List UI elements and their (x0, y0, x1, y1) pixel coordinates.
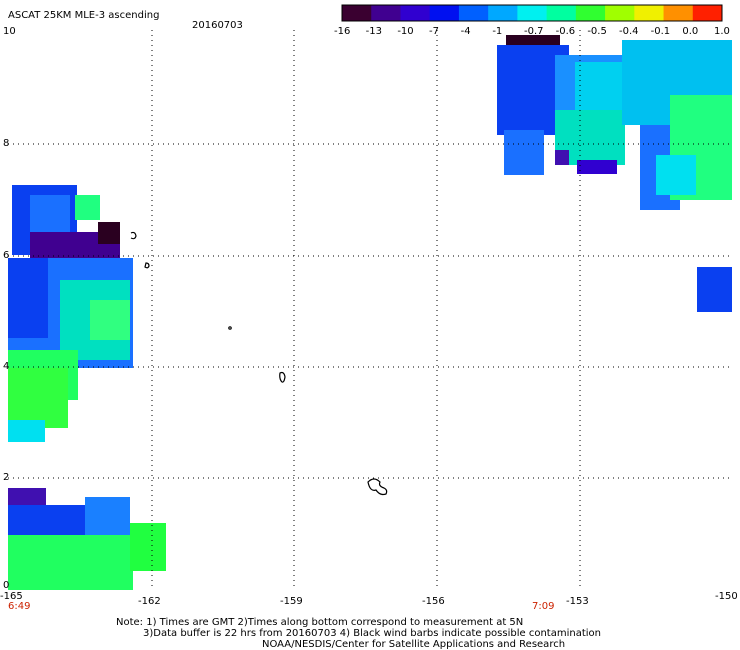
note-line-2: 3)Data buffer is 22 hrs from 20160703 4)… (143, 628, 601, 639)
x-tick-m162: -162 (138, 596, 161, 607)
x-tick-m156: -156 (422, 596, 445, 607)
colorbar-tick-label: -7 (429, 26, 439, 37)
colorbar-swatch (634, 5, 665, 21)
colorbar-swatch (546, 5, 577, 21)
y-tick-6: 6 (3, 250, 10, 261)
colorbar-swatch (692, 5, 723, 21)
map-date: 20160703 (192, 20, 243, 31)
colorbar-tick-label: -0.6 (555, 26, 576, 37)
x-tick-m153: -153 (566, 596, 589, 607)
time-left: 6:49 (8, 601, 31, 612)
colorbar-tick-label: -16 (334, 26, 351, 37)
colorbar-tick-label: -0.4 (619, 26, 639, 37)
colorbar-swatch (517, 5, 548, 21)
x-tick-m159: -159 (280, 596, 303, 607)
x-tick-m165: -165 (0, 591, 23, 602)
colorbar-tick-label: -0.5 (587, 26, 607, 37)
colorbar-tick-label: -0.7 (524, 26, 544, 37)
colorbar-swatch (400, 5, 431, 21)
y-tick-4: 4 (3, 361, 10, 372)
colorbar-swatch (342, 5, 372, 21)
colorbar-swatch (488, 5, 518, 21)
colorbar-swatch (371, 5, 401, 21)
note-line-3: NOAA/NESDIS/Center for Satellite Applica… (262, 639, 566, 650)
colorbar-frame (341, 4, 723, 22)
y-tick-10: 10 (3, 26, 16, 37)
colorbar-swatch (458, 5, 489, 21)
wind-swath-right (497, 35, 732, 312)
island-outlines (130, 231, 388, 496)
colorbar (341, 4, 723, 22)
wind-swath-left (8, 185, 166, 590)
note-line-1: Note: 1) Times are GMT 2)Times along bot… (116, 617, 524, 628)
colorbar-tick-label: -10 (397, 26, 414, 37)
colorbar-tick-label: 0.0 (682, 26, 699, 37)
y-tick-0: 0 (3, 580, 10, 591)
colorbar-swatch (429, 5, 460, 21)
y-tick-2: 2 (3, 472, 10, 483)
colorbar-swatch (575, 5, 606, 21)
x-tick-m150: -150 (715, 591, 738, 602)
colorbar-tick-label: -1 (492, 26, 503, 37)
grid-lines (8, 30, 732, 588)
colorbar-tick-label: -0.1 (650, 26, 671, 37)
map-title: ASCAT 25KM MLE-3 ascending (8, 10, 160, 21)
colorbar-swatch (663, 5, 694, 21)
colorbar-swatch (605, 5, 635, 21)
colorbar-tick-label: -4 (460, 26, 471, 37)
colorbar-tick-label: 1.0 (714, 26, 730, 37)
colorbar-tick-label: -13 (365, 26, 382, 37)
y-tick-8: 8 (3, 138, 10, 149)
time-right: 7:09 (532, 601, 555, 612)
